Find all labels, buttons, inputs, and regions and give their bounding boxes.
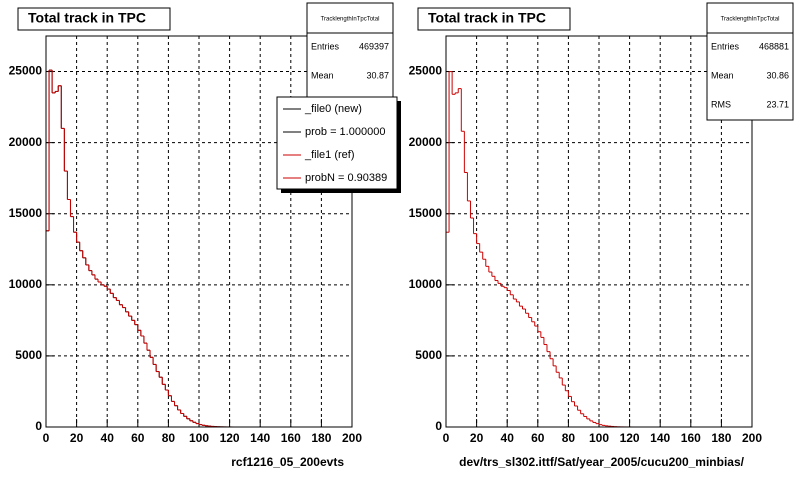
x-tick-label: 80: [162, 431, 176, 445]
y-tick-label: 20000: [9, 135, 43, 149]
stats-label: RMS: [711, 99, 731, 109]
legend-label: probN = 0.90389: [305, 172, 387, 184]
stats-title: TracklengthInTpcTotal: [321, 17, 380, 23]
x-tick-label: 60: [531, 431, 545, 445]
x-tick-label: 200: [742, 431, 762, 445]
x-tick-label: 120: [220, 431, 240, 445]
x-tick-label: 20: [470, 431, 484, 445]
stats-label: Mean: [311, 70, 334, 80]
plot-border: [45, 35, 353, 428]
stats-value: 23.71: [766, 99, 789, 109]
y-tick-label: 5000: [15, 348, 42, 362]
x-tick-label: 80: [562, 431, 576, 445]
x-tick-label: 120: [620, 431, 640, 445]
x-tick-label: 140: [250, 431, 270, 445]
x-tick-label: 100: [589, 431, 609, 445]
chart-title: Total track in TPC: [28, 10, 146, 26]
x-tick-label: 180: [311, 431, 331, 445]
x-tick-label: 160: [281, 431, 301, 445]
legend-label: prob = 1.000000: [305, 126, 385, 138]
x-tick-label: 180: [711, 431, 731, 445]
title-box: [17, 7, 171, 31]
legend-label: _file0 (new): [304, 103, 362, 115]
stats-value: 30.87: [366, 70, 389, 80]
y-tick-label: 15000: [409, 206, 443, 220]
x-tick-label: 60: [131, 431, 145, 445]
stats-label: Entries: [711, 41, 740, 51]
stats-value: 30.86: [766, 70, 789, 80]
x-tick-label: 140: [650, 431, 670, 445]
x-tick-label: 0: [43, 431, 50, 445]
x-axis-label: rcf1216_05_200evts: [231, 455, 344, 469]
y-tick-label: 0: [35, 419, 42, 433]
stats-value: 469397: [359, 41, 389, 51]
pad-divider: [397, 0, 403, 480]
chart-title: Total track in TPC: [428, 10, 546, 26]
x-tick-label: 160: [681, 431, 701, 445]
legend-box: [276, 96, 398, 190]
x-tick-label: 200: [342, 431, 362, 445]
stats-label: Entries: [311, 41, 340, 51]
y-tick-label: 0: [435, 419, 442, 433]
legend-label: _file1 (ref): [304, 149, 355, 161]
plot-border: [445, 35, 753, 428]
y-tick-label: 5000: [415, 348, 442, 362]
stats-title: TracklengthInTpcTotal: [721, 17, 780, 23]
y-tick-label: 25000: [409, 64, 443, 78]
y-tick-label: 10000: [9, 277, 43, 291]
y-tick-label: 20000: [409, 135, 443, 149]
y-tick-label: 10000: [409, 277, 443, 291]
x-tick-label: 100: [189, 431, 209, 445]
x-tick-label: 0: [443, 431, 450, 445]
x-axis-label: dev/trs_sl302.ittf/Sat/year_2005/cucu200…: [459, 455, 744, 469]
stats-box: [706, 2, 794, 121]
y-tick-label: 25000: [9, 64, 43, 78]
stats-value: 468881: [759, 41, 789, 51]
title-box: [417, 7, 571, 31]
stats-label: Mean: [711, 70, 734, 80]
x-tick-label: 20: [70, 431, 84, 445]
x-tick-label: 40: [101, 431, 115, 445]
y-tick-label: 15000: [9, 206, 43, 220]
x-tick-label: 40: [501, 431, 515, 445]
